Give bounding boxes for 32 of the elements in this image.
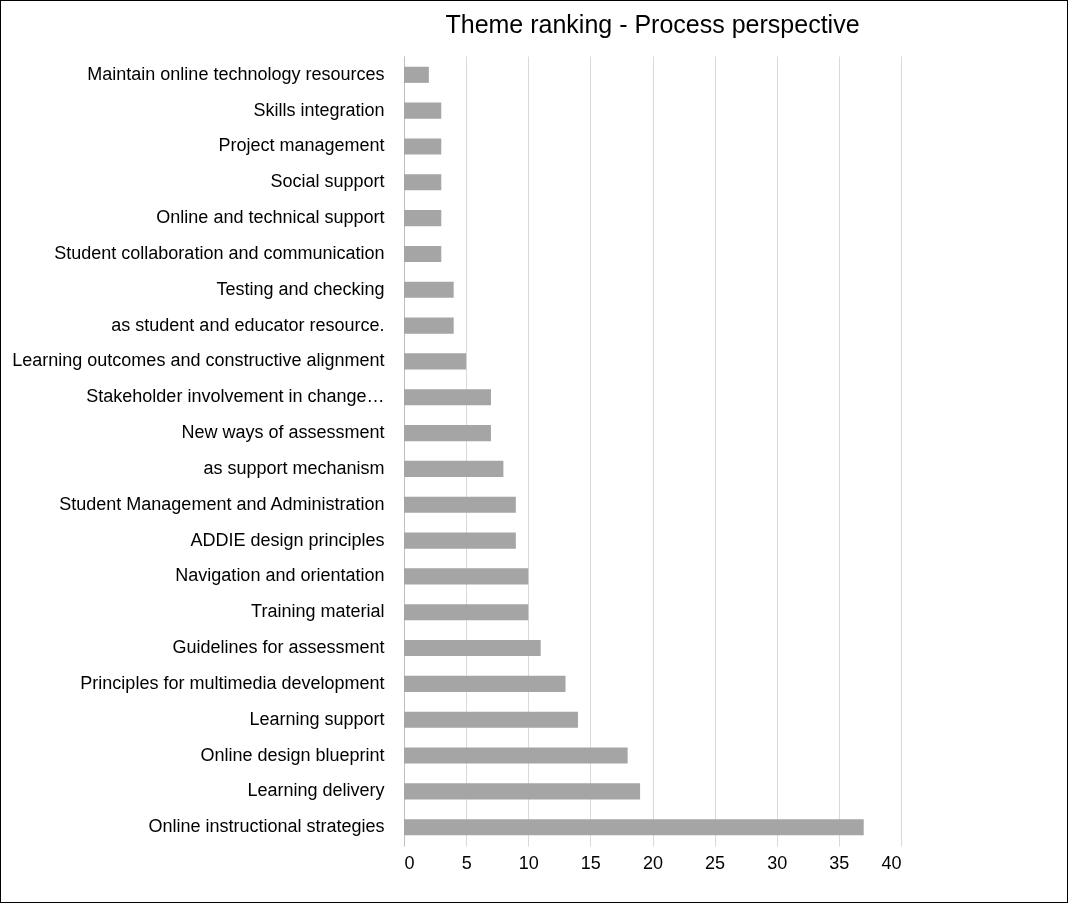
x-tick-label: 25 <box>705 852 726 873</box>
y-tick-label: Social support <box>270 171 385 192</box>
y-tick-label: Skills integration <box>253 99 385 120</box>
y-tick-label: Stakeholder involvement in change… <box>86 386 385 407</box>
y-tick-label: Learning delivery <box>247 780 385 801</box>
y-tick-label: Student collaboration and communication <box>54 242 385 263</box>
x-tick-label: 40 <box>881 852 902 873</box>
x-tick-label: 10 <box>518 852 539 873</box>
x-tick-label: 0 <box>404 852 415 873</box>
y-tick-label: Principles for multimedia development <box>80 672 385 693</box>
y-tick-label: Project management <box>218 135 385 156</box>
y-tick-label: Online and technical support <box>156 207 385 228</box>
y-tick-label: Guidelines for assessment <box>172 637 385 658</box>
x-tick-label: 20 <box>642 852 664 873</box>
y-tick-label: Online design blueprint <box>200 744 385 765</box>
y-tick-label: Learning outcomes and constructive alignment <box>12 350 385 371</box>
y-tick-label: Online instructional strategies <box>148 816 385 837</box>
y-tick-label: New ways of assessment <box>181 422 385 443</box>
x-tick-label: 35 <box>829 852 850 873</box>
y-tick-label: as support mechanism <box>203 457 385 478</box>
y-tick-label: Learning support <box>249 708 385 729</box>
x-tick-label: 30 <box>767 852 788 873</box>
y-tick-label: ADDIE design principles <box>190 529 385 550</box>
y-tick-label: Maintain online technology resources <box>87 63 385 84</box>
x-tick-label: 5 <box>461 852 472 873</box>
y-tick-label: as student and educator resource. <box>111 314 385 335</box>
y-tick-label: Navigation and orientation <box>175 565 385 586</box>
y-tick-label: Testing and checking <box>216 278 385 299</box>
chart-title: Theme ranking - Process perspective <box>445 10 860 38</box>
y-tick-label: Student Management and Administration <box>59 493 385 514</box>
y-tick-label: Training material <box>251 601 385 622</box>
x-tick-label: 15 <box>580 852 601 873</box>
